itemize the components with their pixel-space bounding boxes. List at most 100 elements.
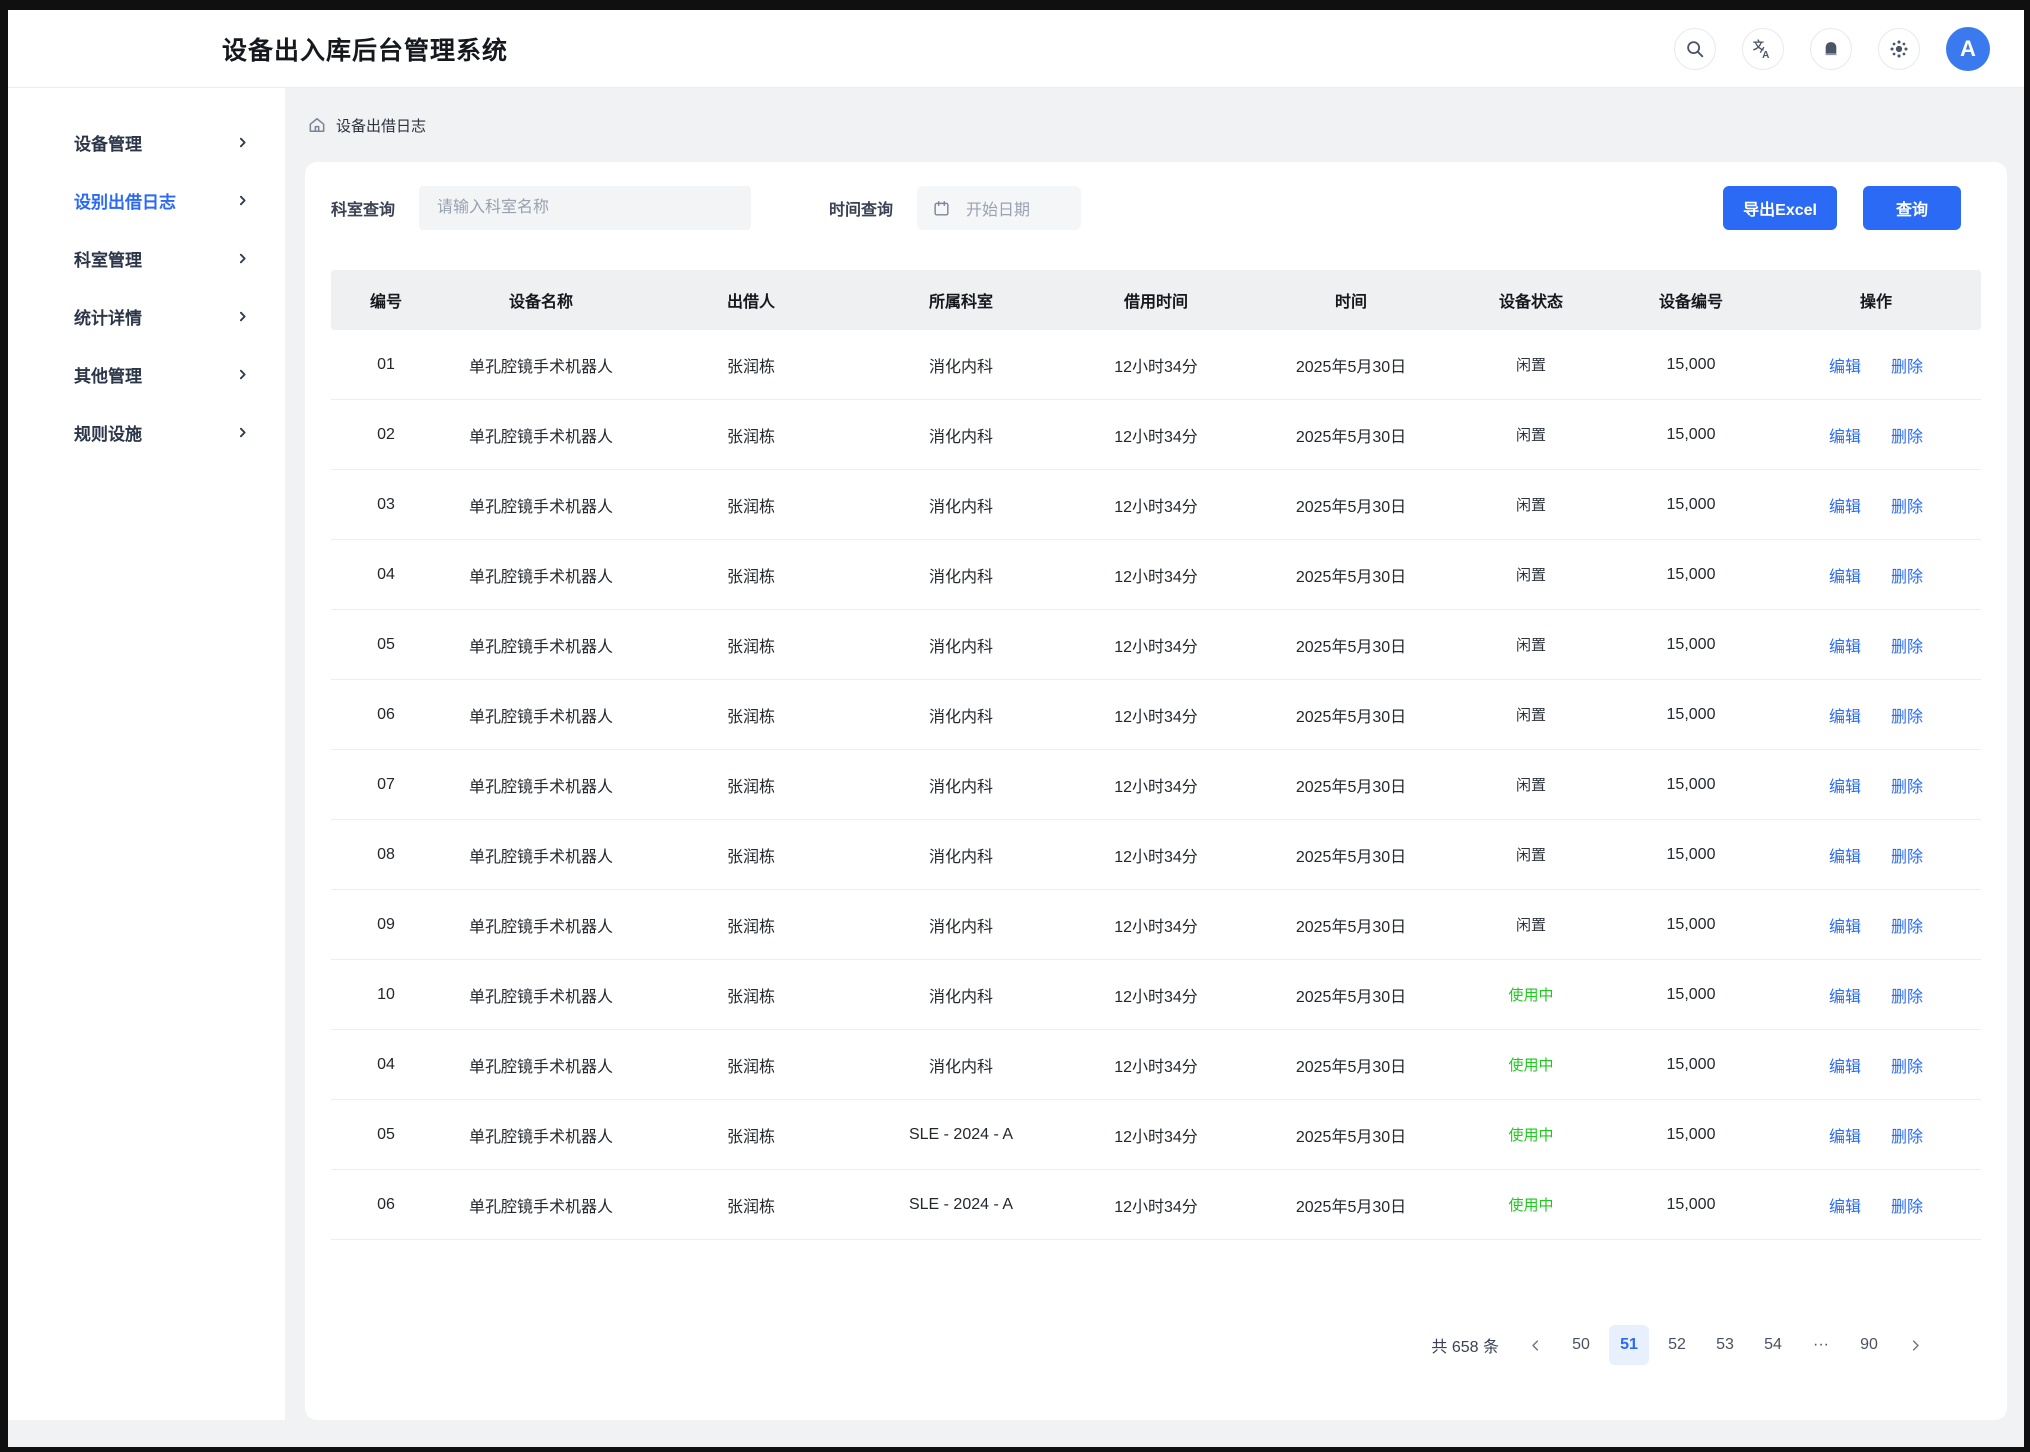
page-button[interactable]: 51 (1609, 1325, 1649, 1365)
cell-device-name: 单孔腔镜手术机器人 (468, 1058, 613, 1076)
next-page-button[interactable] (1897, 1325, 1933, 1365)
delete-link[interactable]: 删除 (1891, 708, 1924, 726)
dept-search-input[interactable] (419, 186, 752, 230)
home-icon[interactable] (307, 115, 327, 135)
edit-link[interactable]: 编辑 (1828, 568, 1861, 586)
delete-link[interactable]: 删除 (1891, 1198, 1924, 1216)
delete-link[interactable]: 删除 (1891, 358, 1924, 376)
cell-device-name: 单孔腔镜手术机器人 (468, 918, 613, 936)
cell-device-code: 15,000 (1666, 915, 1716, 933)
cell-dept: 消化内科 (928, 568, 993, 586)
chevron-right-icon (239, 253, 246, 263)
edit-link[interactable]: 编辑 (1828, 988, 1861, 1006)
cell-device-name: 单孔腔镜手术机器人 (468, 708, 613, 726)
cell-duration: 12小时34分 (1114, 848, 1198, 866)
search-button[interactable] (1674, 27, 1716, 70)
cell-duration: 12小时34分 (1114, 988, 1198, 1006)
cell-lender: 张润栋 (726, 568, 775, 586)
cell-date: 2025年5月30日 (1295, 848, 1407, 866)
prev-page-button[interactable] (1517, 1325, 1553, 1365)
sidebar-item-label: 设别出借日志 (74, 192, 176, 212)
avatar[interactable]: A (1946, 26, 1990, 71)
edit-link[interactable]: 编辑 (1828, 778, 1861, 796)
table-row: 07 单孔腔镜手术机器人 张润栋 消化内科 12小时34分 2025年5月30日… (331, 750, 1981, 820)
status-badge: 使用中 (1508, 1057, 1554, 1074)
search-query-button[interactable]: 查询 (1862, 186, 1961, 230)
delete-link[interactable]: 删除 (1891, 988, 1924, 1006)
sidebar-item[interactable]: 设别出借日志 (8, 171, 285, 229)
page-button[interactable]: 52 (1657, 1325, 1697, 1365)
cell-lender: 张润栋 (726, 358, 775, 376)
translate-button[interactable]: 文 A (1742, 27, 1784, 70)
col-header-dept: 所属科室 (928, 294, 993, 311)
chevron-right-icon (239, 195, 246, 205)
cell-device-code: 15,000 (1666, 355, 1716, 373)
cell-date: 2025年5月30日 (1295, 428, 1407, 446)
device-log-table: 编号 设备名称 出借人 所属科室 借用时间 时间 设备状态 设备编号 操作 01… (331, 270, 1981, 1240)
delete-link[interactable]: 删除 (1891, 498, 1924, 516)
cell-actions: 编辑 删除 (1771, 1193, 1981, 1217)
edit-link[interactable]: 编辑 (1828, 1198, 1861, 1216)
page-button[interactable]: 90 (1849, 1325, 1889, 1365)
cell-lender: 张润栋 (726, 638, 775, 656)
start-date-picker[interactable]: 开始日期 (917, 186, 1082, 230)
sidebar-item-label: 科室管理 (74, 250, 142, 270)
sidebar-item[interactable]: 其他管理 (8, 345, 285, 403)
page-button[interactable]: 54 (1753, 1325, 1793, 1365)
cell-date: 2025年5月30日 (1295, 778, 1407, 796)
cell-no: 05 (377, 1125, 395, 1143)
delete-link[interactable]: 删除 (1891, 848, 1924, 866)
edit-link[interactable]: 编辑 (1828, 1128, 1861, 1146)
cell-dept: 消化内科 (928, 428, 993, 446)
theme-button[interactable] (1878, 27, 1920, 70)
page-button[interactable]: 50 (1561, 1325, 1601, 1365)
col-header-duration: 借用时间 (1123, 294, 1188, 311)
cell-date: 2025年5月30日 (1295, 1058, 1407, 1076)
cell-actions: 编辑 删除 (1771, 563, 1981, 587)
cell-no: 08 (377, 845, 395, 863)
edit-link[interactable]: 编辑 (1828, 848, 1861, 866)
sidebar-item[interactable]: 科室管理 (8, 229, 285, 287)
edit-link[interactable]: 编辑 (1828, 918, 1861, 936)
edit-link[interactable]: 编辑 (1828, 498, 1861, 516)
search-icon (1687, 40, 1704, 57)
cell-device-name: 单孔腔镜手术机器人 (468, 638, 613, 656)
edit-link[interactable]: 编辑 (1828, 428, 1861, 446)
delete-link[interactable]: 删除 (1891, 638, 1924, 656)
cell-dept: 消化内科 (928, 708, 993, 726)
delete-link[interactable]: 删除 (1891, 1128, 1924, 1146)
cell-no: 07 (377, 775, 395, 793)
edit-link[interactable]: 编辑 (1828, 358, 1861, 376)
notification-button[interactable] (1810, 27, 1852, 70)
page-button[interactable]: ··· (1801, 1325, 1841, 1365)
delete-link[interactable]: 删除 (1891, 778, 1924, 796)
edit-link[interactable]: 编辑 (1828, 708, 1861, 726)
sidebar-item[interactable]: 设备管理 (8, 113, 285, 171)
status-badge: 闲置 (1515, 427, 1546, 444)
delete-link[interactable]: 删除 (1891, 568, 1924, 586)
cell-no: 02 (377, 425, 395, 443)
cell-device-code: 15,000 (1666, 1125, 1716, 1143)
cell-device-code: 15,000 (1666, 775, 1716, 793)
cell-date: 2025年5月30日 (1295, 708, 1407, 726)
page-button[interactable]: 53 (1705, 1325, 1745, 1365)
edit-link[interactable]: 编辑 (1828, 1058, 1861, 1076)
app-title: 设备出入库后台管理系统 (222, 36, 509, 65)
cell-dept: 消化内科 (928, 1058, 993, 1076)
cell-duration: 12小时34分 (1114, 1058, 1198, 1076)
delete-link[interactable]: 删除 (1891, 1058, 1924, 1076)
cell-dept: 消化内科 (928, 778, 993, 796)
cell-date: 2025年5月30日 (1295, 568, 1407, 586)
cell-device-code: 15,000 (1666, 495, 1716, 513)
col-header-status: 设备状态 (1498, 294, 1563, 311)
sidebar-item[interactable]: 规则设施 (8, 403, 285, 461)
delete-link[interactable]: 删除 (1891, 428, 1924, 446)
sidebar-item[interactable]: 统计详情 (8, 287, 285, 345)
cell-date: 2025年5月30日 (1295, 988, 1407, 1006)
sidebar-item-label: 规则设施 (74, 424, 142, 444)
cell-no: 03 (377, 495, 395, 513)
export-excel-button[interactable]: 导出Excel (1723, 186, 1837, 230)
status-badge: 闲置 (1515, 637, 1546, 654)
delete-link[interactable]: 删除 (1891, 918, 1924, 936)
edit-link[interactable]: 编辑 (1828, 638, 1861, 656)
